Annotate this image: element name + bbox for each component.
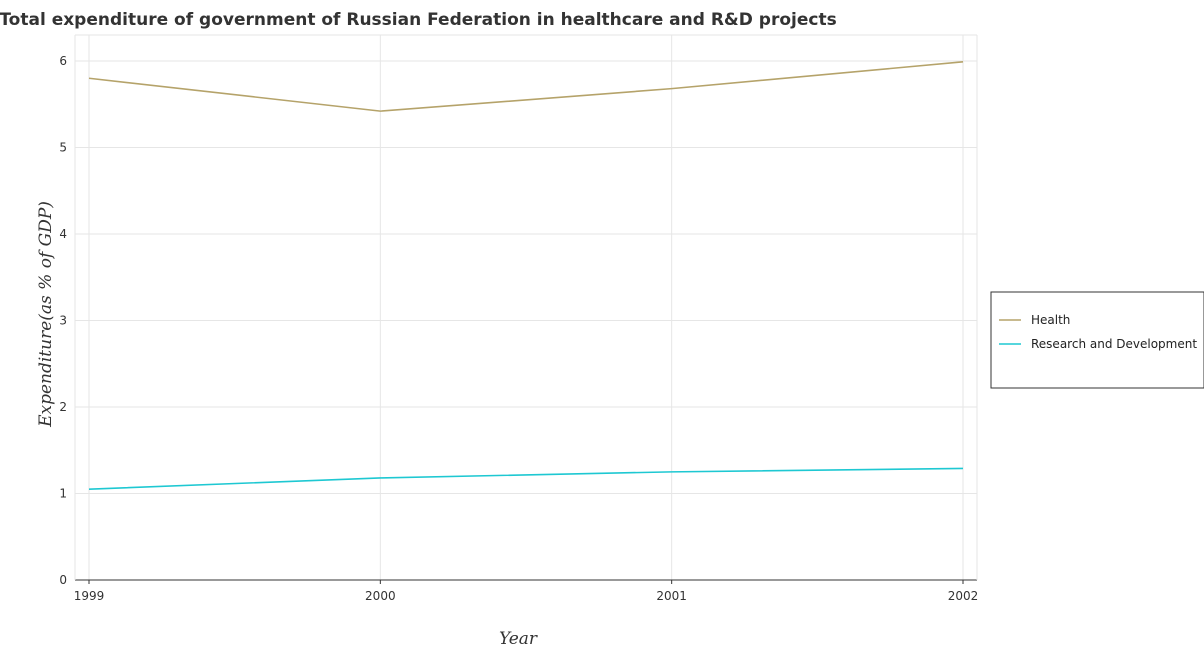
x-tick-label: 2000 <box>365 589 396 603</box>
y-tick-label: 0 <box>59 573 67 587</box>
series <box>88 61 964 490</box>
legend-box <box>990 291 1204 389</box>
axes <box>74 34 978 584</box>
y-tick-label: 6 <box>59 54 67 68</box>
chart-title: Total expenditure of government of Russi… <box>0 10 837 30</box>
x-tick-label: 2001 <box>656 589 687 603</box>
y-tick-label: 2 <box>59 400 67 414</box>
y-tick-label: 1 <box>59 486 67 500</box>
legend: Health Research and Development <box>990 291 1204 389</box>
y-tick-label: 4 <box>59 227 67 241</box>
x-tick-label: 2002 <box>948 589 979 603</box>
y-axis-label: Expenditure(as % of GDP) <box>36 201 56 428</box>
legend-label: Health <box>1031 313 1070 327</box>
x-tick-label: 1999 <box>74 589 105 603</box>
series-line-health <box>88 61 964 112</box>
gridlines <box>75 35 977 581</box>
series-line-research-and-development <box>88 467 964 490</box>
x-axis-label: Year <box>499 629 538 649</box>
legend-label: Research and Development <box>1031 337 1197 351</box>
y-tick-label: 5 <box>59 140 67 154</box>
y-tick-label: 3 <box>59 313 67 327</box>
tick-labels: 0 1 2 3 4 5 6 1999 2000 2001 2002 <box>59 54 978 603</box>
